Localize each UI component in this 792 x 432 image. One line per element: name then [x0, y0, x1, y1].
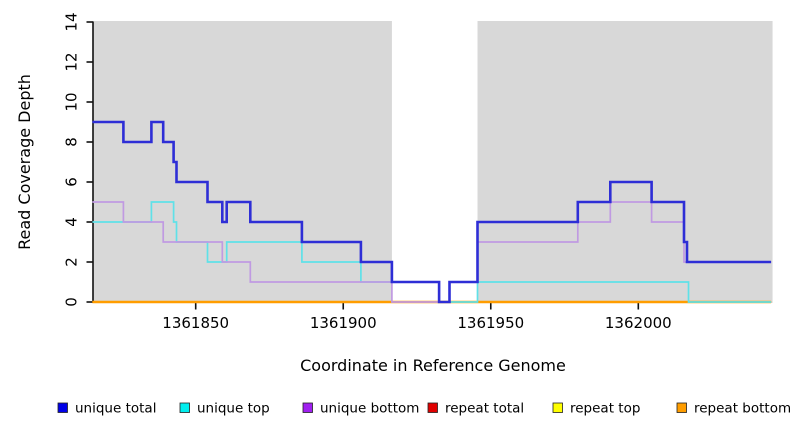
legend-label: repeat total: [445, 401, 524, 417]
legend-item-repeat-top: repeat top: [552, 401, 640, 417]
y-tick-label: 2: [63, 257, 81, 267]
legend-swatch: [552, 402, 563, 413]
legend-label: unique top: [197, 401, 270, 417]
y-tick-label: 12: [63, 52, 81, 71]
legend-item-unique-total: unique total: [57, 401, 156, 417]
y-tick-label: 4: [63, 217, 81, 227]
legend-label: unique bottom: [320, 401, 419, 417]
legend-item-repeat-bottom: repeat bottom: [676, 401, 791, 417]
series-unique-total: [92, 120, 772, 304]
x-tick-label: 1361900: [310, 314, 377, 332]
legend-label: unique total: [75, 401, 156, 417]
y-tick-label: 6: [63, 177, 81, 187]
series-unique-top: [92, 201, 772, 303]
x-tick-label: 1361850: [162, 314, 229, 332]
legend-swatch: [427, 402, 438, 413]
legend-item-unique-top: unique top: [179, 401, 270, 417]
legend-label: repeat bottom: [694, 401, 791, 417]
shaded-region-0: [92, 21, 392, 303]
legend-swatch: [57, 402, 68, 413]
legend-label: repeat top: [570, 401, 640, 417]
legend-item-unique-bottom: unique bottom: [302, 401, 419, 417]
y-tick-label: 14: [63, 12, 81, 31]
y-axis-title: Read Coverage Depth: [15, 74, 34, 250]
shaded-region-1: [477, 21, 773, 303]
x-tick-label: 1361950: [457, 314, 524, 332]
y-tick-label: 10: [63, 92, 81, 111]
legend-swatch: [302, 402, 313, 413]
x-axis-title: Coordinate in Reference Genome: [300, 356, 566, 375]
y-tick-label: 8: [63, 137, 81, 147]
y-tick-label: 0: [63, 297, 81, 307]
legend-swatch: [676, 402, 687, 413]
legend-item-repeat-total: repeat total: [427, 401, 524, 417]
legend-swatch: [179, 402, 190, 413]
x-tick-label: 1362000: [605, 314, 672, 332]
